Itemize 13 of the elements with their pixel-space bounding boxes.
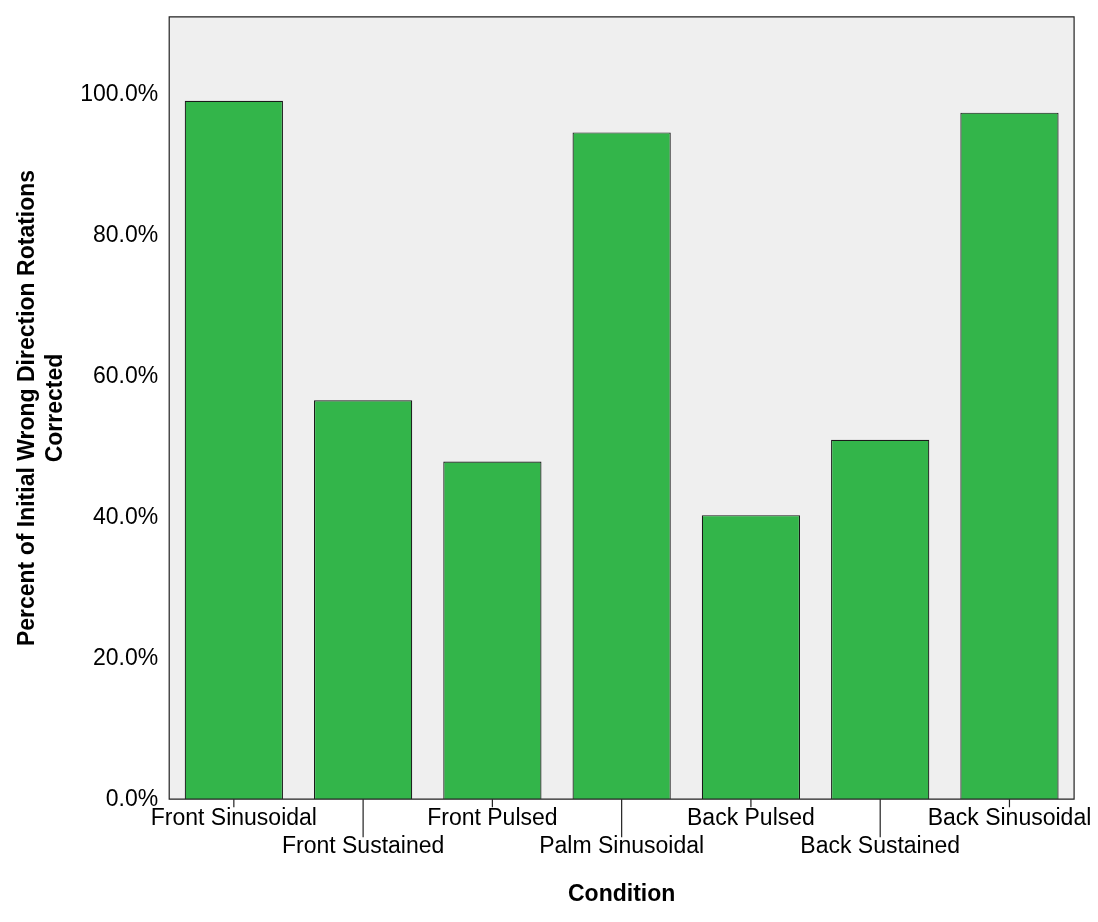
y-tick-label: 40.0% bbox=[92, 502, 159, 529]
x-tick-label: Front Pulsed bbox=[427, 804, 558, 831]
y-tick-label: 60.0% bbox=[92, 361, 159, 388]
x-axis-title: Condition bbox=[568, 879, 676, 906]
x-tick-label: Back Sustained bbox=[800, 831, 961, 858]
y-tick-label: 80.0% bbox=[92, 220, 159, 247]
y-axis-title: Percent of Initial Wrong Direction Rotations Corrected bbox=[13, 169, 67, 647]
y-tick-label: 20.0% bbox=[92, 643, 159, 670]
x-tick-label: Back Sinusoidal bbox=[927, 804, 1092, 831]
y-tick-label: 100.0% bbox=[80, 79, 159, 106]
x-tick-label: Back Pulsed bbox=[686, 804, 815, 831]
x-tick-label: Front Sustained bbox=[281, 831, 445, 858]
x-tick-label: Palm Sinusoidal bbox=[539, 831, 705, 858]
